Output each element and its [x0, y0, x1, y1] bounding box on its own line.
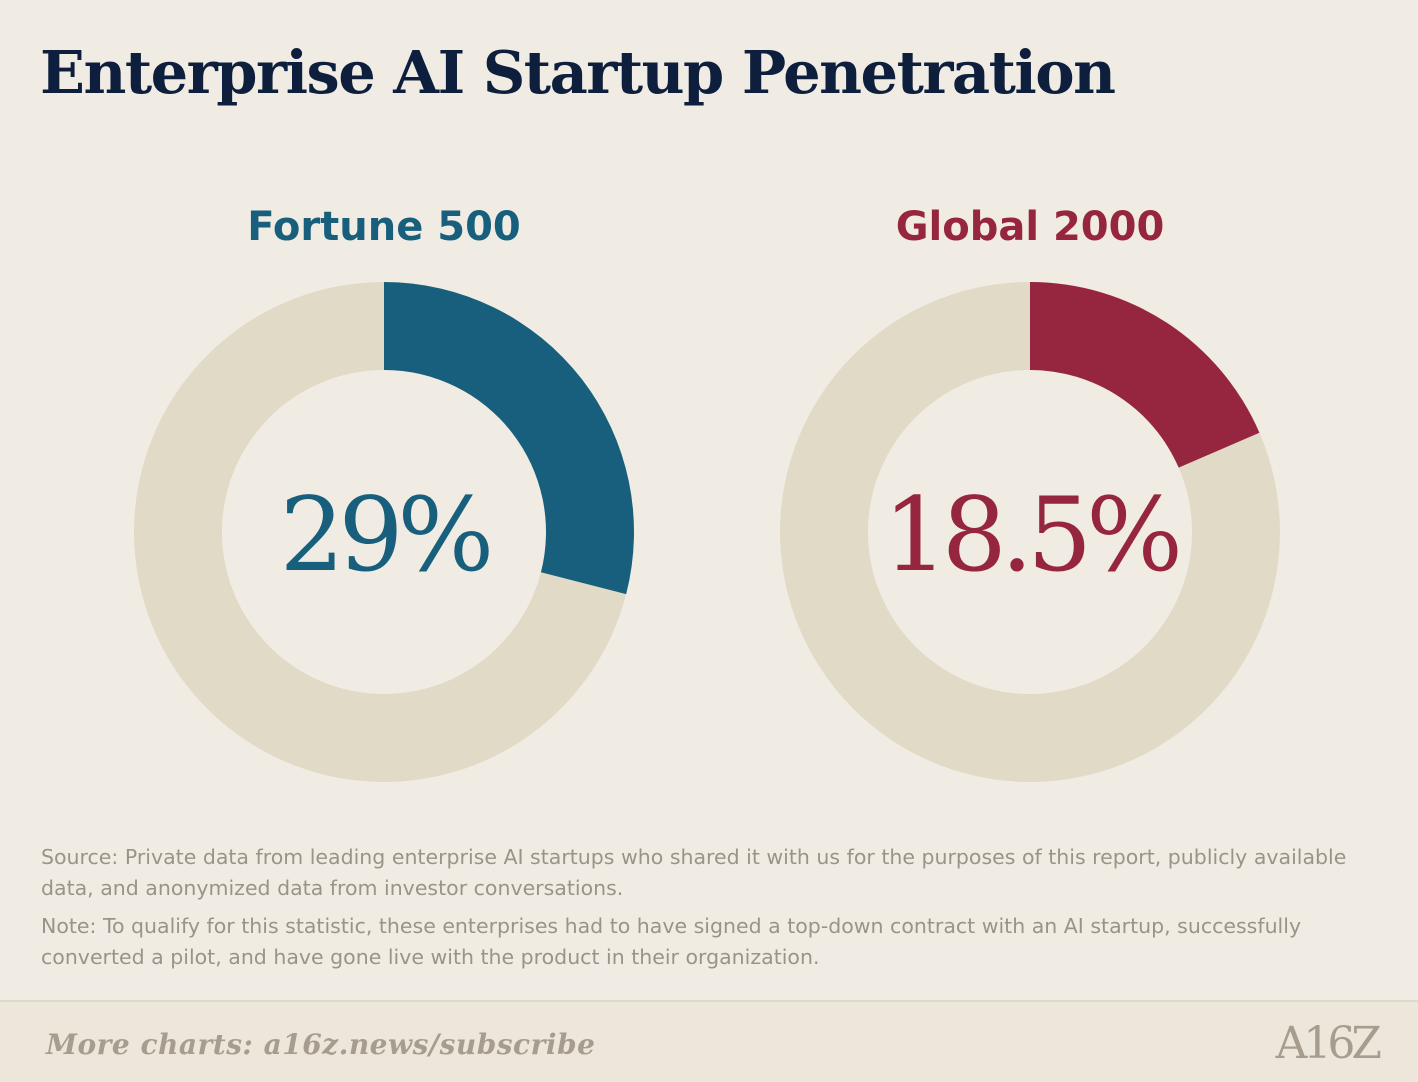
- chart-title-global-2000: Global 2000: [896, 204, 1165, 250]
- note-text: Note: To qualify for this statistic, the…: [41, 914, 1302, 969]
- source-text: Source: Private data from leading enterp…: [41, 845, 1347, 900]
- page-title: Enterprise AI Startup Penetration: [40, 38, 1116, 107]
- donut-slice-global-2000: [1030, 282, 1260, 468]
- donut-track-global-2000: [780, 282, 1281, 782]
- donut-charts: Fortune 500 29% Global 2000 18.5%: [134, 204, 1281, 783]
- donut-track-fortune-500: [134, 282, 627, 783]
- footer: More charts: a16z.news/subscribe A16Z: [0, 1000, 1418, 1082]
- chart-fortune-500: Fortune 500 29%: [134, 204, 634, 783]
- chart-global-2000: Global 2000 18.5%: [780, 204, 1281, 782]
- center-value-global-2000: 18.5%: [883, 476, 1178, 595]
- subscribe-link[interactable]: More charts: a16z.news/subscribe: [46, 1028, 596, 1061]
- a16z-logo: A16Z: [1275, 1018, 1382, 1069]
- center-value-fortune-500: 29%: [280, 476, 490, 595]
- donut-slice-fortune-500: [384, 282, 634, 595]
- chart-title-fortune-500: Fortune 500: [247, 204, 521, 250]
